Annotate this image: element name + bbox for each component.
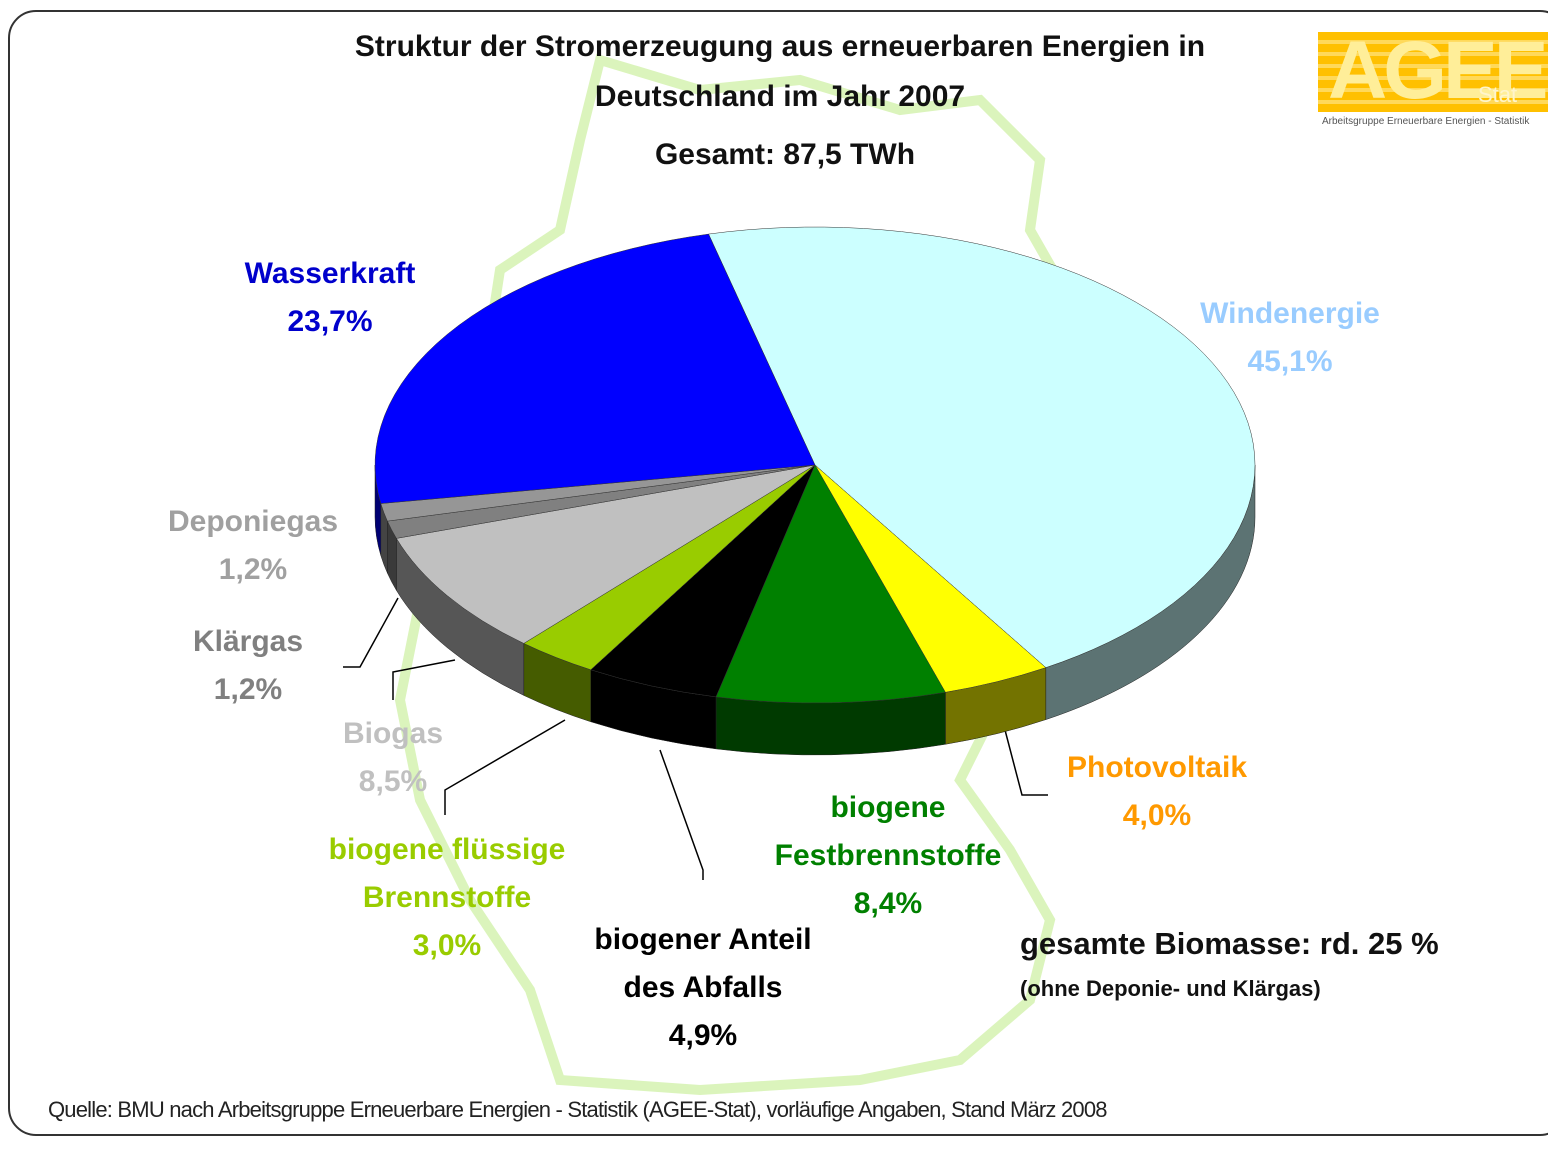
slice-label: Biogas 8,5% bbox=[243, 710, 543, 806]
value-label: 45,1% bbox=[1247, 345, 1333, 378]
value-label: 4,9% bbox=[668, 1019, 738, 1052]
value-label: 1,2% bbox=[218, 553, 288, 586]
value-label: 23,7% bbox=[287, 305, 373, 338]
leader-line bbox=[392, 659, 456, 700]
slice-label: Windenergie 45,1% bbox=[1090, 290, 1490, 386]
slice-label: Photovoltaik 4,0% bbox=[957, 744, 1357, 840]
category-label: biogene Festbrennstoffe bbox=[774, 791, 1002, 872]
chart-title: Struktur der Stromerzeugung aus erneuerb… bbox=[354, 30, 1206, 113]
pie-slice bbox=[374, 233, 816, 504]
category-label: Windenergie bbox=[1200, 297, 1380, 330]
logo-sub: Stat bbox=[1478, 82, 1518, 107]
chart-subtitle: Gesamt: 87,5 TWh bbox=[654, 138, 916, 171]
pie-slice bbox=[396, 464, 816, 644]
pie-slice bbox=[715, 464, 946, 704]
slice-label: biogener Anteil des Abfalls 4,9% bbox=[573, 916, 833, 1060]
leader-line bbox=[444, 719, 566, 815]
pie-slice bbox=[708, 226, 1256, 668]
frame bbox=[8, 10, 1548, 1136]
leader-line bbox=[1004, 729, 1048, 796]
value-label: 1,2% bbox=[213, 673, 283, 706]
source: Quelle: BMU nach Arbeitsgruppe Erneuerba… bbox=[48, 1097, 1107, 1122]
logo: AGEE Stat bbox=[1318, 32, 1548, 112]
annotation: (ohne Deponie- und Klärgas) bbox=[1020, 976, 1321, 1001]
category-label: Wasserkraft bbox=[244, 257, 416, 290]
slice-label: Deponiegas 1,2% bbox=[103, 498, 403, 594]
leader-line bbox=[659, 749, 704, 880]
category-label: biogene flüssige Brennstoffe bbox=[328, 833, 566, 914]
category-label: Klärgas bbox=[192, 625, 304, 658]
slice-label: Klärgas 1,2% bbox=[98, 618, 398, 714]
slice-label: Wasserkraft 23,7% bbox=[130, 250, 530, 346]
slice-label: biogene flüssige Brennstoffe 3,0% bbox=[297, 826, 597, 970]
value-label: 8,5% bbox=[358, 765, 428, 798]
pie-tops bbox=[374, 226, 1256, 704]
leader-line bbox=[343, 597, 399, 668]
leader-lines bbox=[343, 597, 1048, 880]
logo-caption: Arbeitsgruppe Erneuerbare Energien - Sta… bbox=[1322, 116, 1530, 127]
category-label: Deponiegas bbox=[167, 505, 339, 538]
value-label: 4,0% bbox=[1122, 799, 1192, 832]
category-label: biogener Anteil des Abfalls bbox=[594, 923, 812, 1004]
logo-text: AGEE bbox=[1328, 32, 1548, 112]
category-label: Photovoltaik bbox=[1066, 751, 1247, 784]
value-label: 3,0% bbox=[412, 929, 482, 962]
value-label: 8,4% bbox=[853, 887, 923, 920]
slice-label: biogene Festbrennstoffe 8,4% bbox=[738, 784, 1038, 928]
category-label: Biogas bbox=[342, 717, 444, 750]
annotation: gesamte Biomasse: rd. 25 % bbox=[1020, 926, 1439, 961]
